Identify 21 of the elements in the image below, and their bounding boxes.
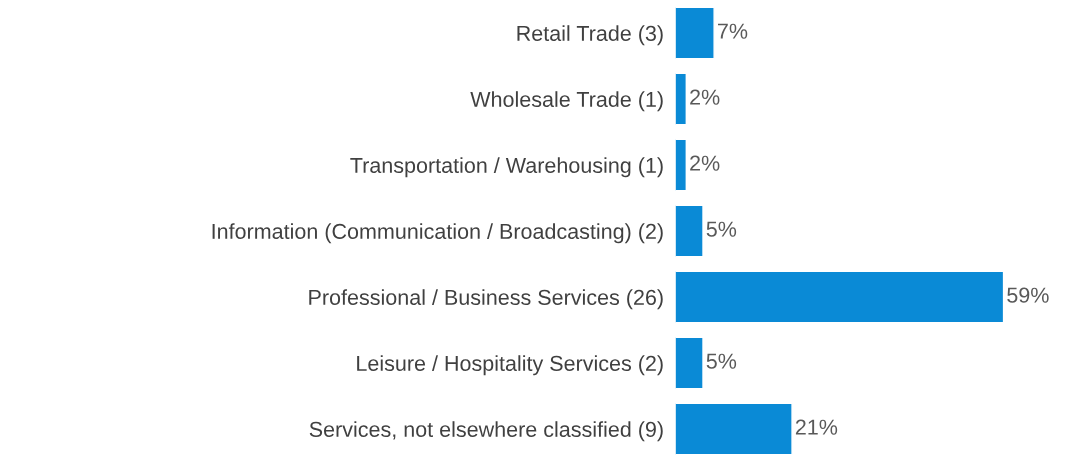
- data-label: 59%: [1007, 287, 1049, 303]
- data-label: 5%: [706, 221, 737, 237]
- bar: [675, 6, 715, 60]
- y-tick-label: Professional / Business Services (26): [309, 289, 663, 310]
- bar: [675, 402, 793, 456]
- y-tick-label: Leisure / Hospitality Services (2): [357, 355, 663, 376]
- data-label: 2%: [690, 155, 720, 171]
- data-label: 2%: [690, 89, 720, 105]
- bar: [675, 138, 687, 192]
- bar: [675, 270, 1005, 324]
- y-tick-label: Transportation / Warehousing (1): [350, 157, 663, 178]
- bar: [675, 204, 704, 258]
- bar: [675, 336, 704, 390]
- data-label: 5%: [706, 353, 737, 369]
- y-tick-label: Retail Trade (3): [517, 25, 663, 46]
- y-tick-label: Wholesale Trade (1): [470, 91, 663, 112]
- bar: [675, 72, 687, 126]
- data-label: 7%: [718, 23, 748, 39]
- y-tick-label: Services, not elsewhere classified (9): [309, 421, 663, 442]
- y-tick-label: Information (Communication / Broadcasting) (2): [212, 223, 663, 244]
- data-label: 21%: [795, 419, 838, 435]
